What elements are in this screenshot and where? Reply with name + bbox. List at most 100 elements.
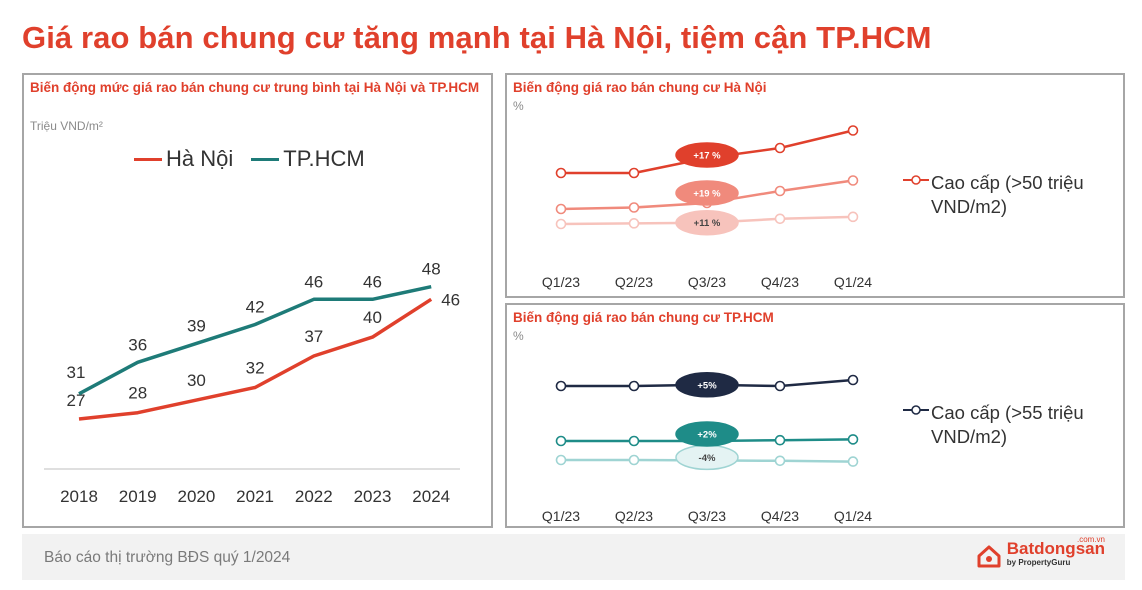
change-bubble-1 [675, 142, 739, 168]
change-label-3: -4% [699, 453, 716, 464]
brand-house-icon [977, 545, 1001, 568]
data-label-hanoi-2024: 46 [441, 290, 460, 309]
series-2-point-Q1/23 [555, 435, 567, 447]
series-3-point-Q4/23 [774, 213, 786, 225]
x-tick-label-Q1/23: Q1/23 [542, 274, 580, 290]
series-3-point-Q1/23 [555, 218, 567, 230]
brand-sub: by PropertyGuru [1006, 558, 1071, 567]
avg-price-chart-title: Biến động mức giá rao bán chung cư trung… [30, 80, 480, 95]
x-tick-label-Q4/23: Q4/23 [761, 274, 799, 290]
change-bubble-2 [675, 421, 739, 447]
series-3-point-Q4/23 [774, 455, 786, 467]
series-2-point-Q1/24 [847, 175, 859, 186]
brand-logo[interactable]: Batdongsan .com.vn by PropertyGuru [975, 535, 1105, 570]
brand-domain: .com.vn [1076, 535, 1105, 544]
legend-label-hcm: TP.HCM [283, 146, 365, 171]
data-label-hcm-2024: 48 [422, 260, 441, 279]
series-1-point-Q1/24 [847, 125, 859, 136]
hanoi-legend-label: Cao cấp (>50 triệu VND/m2) [931, 172, 1084, 217]
report-label: Báo cáo thị trường BĐS quý 1/2024 [44, 549, 291, 566]
x-tick-label-2018: 2018 [60, 487, 98, 506]
series-line-hanoi [78, 297, 433, 421]
avg-price-panel: Biến động mức giá rao bán chung cư trung… [22, 73, 493, 528]
change-label-1: +17 % [693, 151, 721, 162]
x-tick-label-Q4/23: Q4/23 [761, 508, 799, 524]
series-1-point-Q4/23 [774, 142, 786, 154]
hcm-change-chart: Q1/23 Q2/23 Q3/23 Q4/23 Q1/24 -4% +2% +5% [542, 372, 872, 524]
series-2-point-Q4/23 [774, 185, 786, 197]
legend-item-hanoi: Hà Nội [134, 146, 233, 172]
series-2-point-Q1/24 [847, 434, 859, 445]
series-1-point-Q1/23 [555, 380, 567, 392]
legend-swatch-hcm [251, 157, 280, 161]
change-label-3: +11 % [694, 218, 721, 229]
series-line-hcm [78, 284, 432, 396]
series-1-point-Q1/24 [847, 374, 859, 386]
x-tick-label-Q2/23: Q2/23 [615, 274, 653, 290]
x-tick-label-Q1/23: Q1/23 [542, 508, 580, 524]
hanoi-chart-unit: % [513, 99, 524, 113]
data-label-hcm-2021: 42 [246, 298, 265, 317]
series-3-point-Q1/24 [847, 456, 859, 467]
series-3-point-Q2/23 [628, 218, 640, 229]
x-tick-label-Q3/23: Q3/23 [688, 274, 726, 290]
page-title: Giá rao bán chung cư tăng mạnh tại Hà Nộ… [22, 20, 932, 55]
legend-label-hanoi: Hà Nội [166, 146, 234, 171]
series-1-point-Q2/23 [628, 167, 640, 179]
data-label-hanoi-2019: 28 [128, 384, 147, 403]
series-2-point-Q2/23 [628, 202, 640, 213]
series-1-point-Q4/23 [774, 380, 786, 392]
avg-price-unit: Triệu VND/m² [30, 119, 103, 133]
hcm-chart-unit: % [513, 329, 524, 343]
brand-name: Batdongsan .com.vn [1007, 535, 1105, 557]
change-bubble-1 [675, 372, 739, 398]
x-tick-label-2021: 2021 [236, 487, 274, 506]
avg-price-legend: Hà Nội TP.HCM [134, 146, 383, 172]
legend-swatch-hanoi [134, 157, 162, 161]
x-tick-label-Q1/24: Q1/24 [834, 508, 872, 524]
series-3-point-Q2/23 [628, 454, 640, 466]
data-label-hanoi-2018: 27 [67, 391, 86, 410]
data-label-hcm-2020: 39 [187, 316, 206, 335]
series-1-point-Q2/23 [628, 380, 640, 392]
data-label-hcm-2022: 46 [304, 272, 323, 291]
hanoi-legend: Cao cấp (>50 triệu VND/m2) [903, 171, 1121, 219]
hanoi-change-chart: Q1/23 Q2/23 Q3/23 Q4/23 Q1/24 +11 % +19 % +17 % [542, 125, 872, 290]
hanoi-change-panel: Biến động giá rao bán chung cư Hà Nội % … [505, 73, 1125, 298]
avg-price-chart: 2018 2019 2020 2021 2022 2023 2024 27 28 30 32 37 40… [44, 260, 460, 506]
data-label-hcm-2019: 36 [128, 335, 147, 354]
brand-name-text: Batdongsan [1006, 539, 1105, 558]
change-bubble-2 [675, 180, 739, 206]
data-label-hanoi-2021: 32 [246, 359, 265, 378]
data-label-hanoi-2023: 40 [363, 308, 382, 327]
x-tick-label-2022: 2022 [295, 487, 333, 506]
hcm-legend-label: Cao cấp (>55 triệu VND/m2) [931, 402, 1084, 447]
change-label-2: +2% [697, 430, 717, 441]
series-3-point-Q1/24 [847, 211, 859, 223]
footer: Báo cáo thị trường BĐS quý 1/2024 Batdon… [22, 534, 1125, 580]
hcm-change-panel: Biến động giá rao bán chung cư TP.HCM % … [505, 303, 1125, 528]
hanoi-legend-marker [903, 175, 929, 185]
x-tick-label-2023: 2023 [354, 487, 392, 506]
x-tick-label-Q1/24: Q1/24 [834, 274, 872, 290]
x-tick-label-Q3/23: Q3/23 [688, 508, 726, 524]
change-label-1: +5% [697, 380, 717, 391]
data-label-hanoi-2020: 30 [187, 371, 206, 390]
x-tick-label-Q2/23: Q2/23 [615, 508, 653, 524]
change-label-2: +19 % [693, 189, 721, 200]
hanoi-chart-title: Biến động giá rao bán chung cư Hà Nội [513, 80, 767, 95]
series-1-point-Q1/23 [555, 167, 567, 179]
x-tick-label-2019: 2019 [119, 487, 157, 506]
data-label-hcm-2018: 31 [67, 363, 86, 382]
change-bubble-3 [675, 209, 739, 236]
x-tick-label-2020: 2020 [177, 487, 215, 506]
x-tick-label-2024: 2024 [412, 487, 450, 506]
hcm-legend: Cao cấp (>55 triệu VND/m2) [903, 401, 1121, 449]
series-2-point-Q1/23 [555, 203, 567, 215]
data-label-hanoi-2022: 37 [304, 327, 323, 346]
series-2-point-Q2/23 [628, 435, 640, 447]
hcm-chart-title: Biến động giá rao bán chung cư TP.HCM [513, 310, 774, 325]
series-2-point-Q4/23 [774, 434, 786, 446]
data-label-hcm-2023: 46 [363, 272, 382, 291]
hcm-legend-marker [903, 405, 929, 415]
